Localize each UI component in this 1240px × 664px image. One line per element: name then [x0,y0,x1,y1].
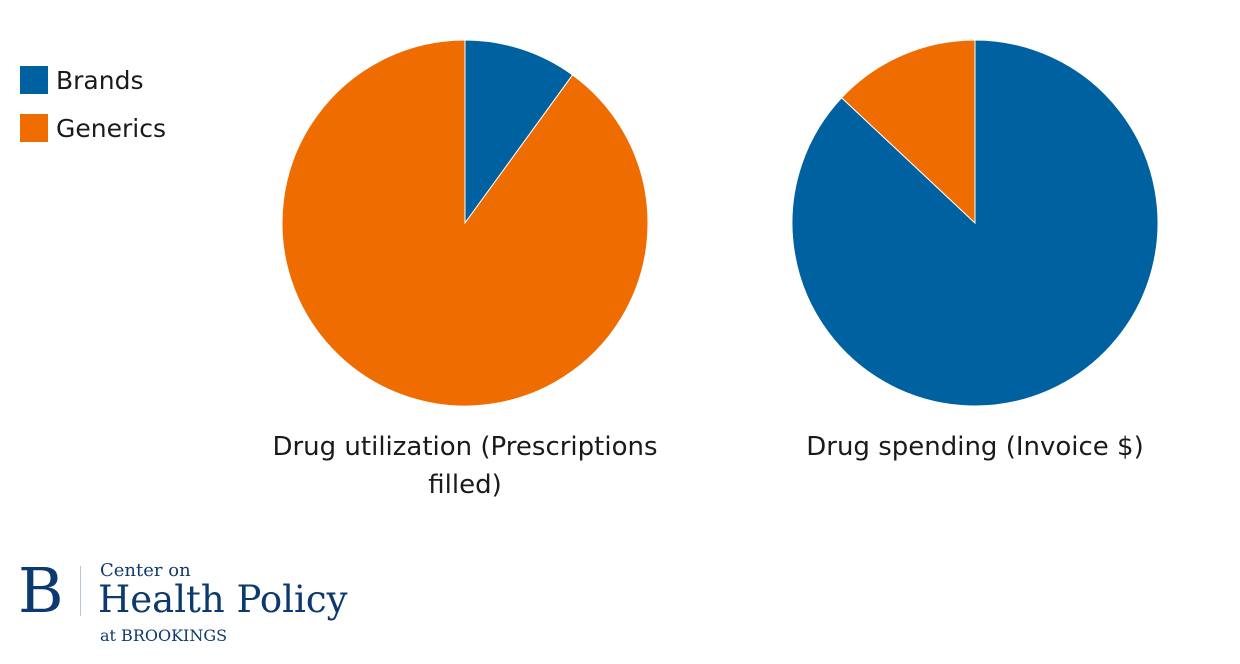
legend-label: Brands [56,65,144,95]
pie-slice-generics [840,39,976,225]
legend-item-generics: Generics [20,104,166,152]
logo-line2: Health Policy [98,578,348,621]
logo-mark: B [18,554,64,627]
logo-divider [80,566,81,616]
pie-title-spending: Drug spending (Invoice $) [806,432,1144,462]
pie-slice-generics [281,39,649,407]
legend: Brands Generics [20,56,166,152]
pie-title-utilization: Drug utilization (Prescriptions filled) [272,432,658,500]
legend-label: Generics [56,113,166,143]
legend-swatch-generics [20,114,48,142]
legend-swatch-brands [20,66,48,94]
legend-item-brands: Brands [20,56,166,104]
pie-slice-brands [464,39,574,225]
logo-line1: Center on [100,560,191,581]
logo-line3: at BROOKINGS [100,626,228,645]
